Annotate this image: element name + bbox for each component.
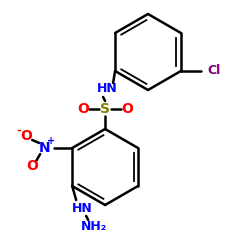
Text: +: + — [47, 136, 55, 146]
Text: O: O — [26, 159, 38, 173]
Text: HN: HN — [72, 202, 92, 214]
Text: -: - — [17, 126, 21, 136]
Text: N: N — [38, 141, 50, 155]
Text: O: O — [77, 102, 89, 116]
Text: S: S — [100, 102, 110, 116]
Text: O: O — [121, 102, 133, 116]
Text: NH₂: NH₂ — [81, 220, 107, 232]
Text: O: O — [20, 129, 32, 143]
Text: HN: HN — [97, 82, 117, 96]
Text: Cl: Cl — [207, 64, 220, 78]
